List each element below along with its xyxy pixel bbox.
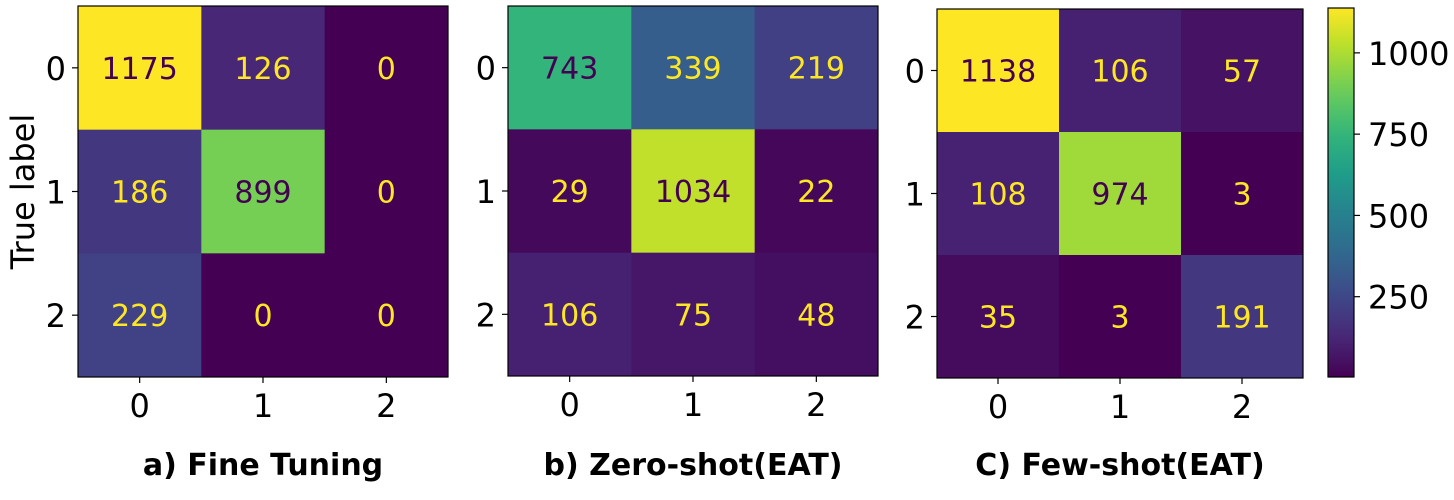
cell-value-label: 0: [377, 299, 396, 334]
cell-value-label: 1175: [101, 52, 177, 87]
panel-caption: C) Few-shot(EAT): [975, 448, 1264, 483]
cell-value-label: 108: [969, 178, 1026, 213]
x-tick-label: 0: [988, 388, 1008, 426]
matrix-cell: [324, 253, 449, 378]
y-tick-label: 0: [46, 50, 66, 88]
cell-value-label: 0: [253, 299, 272, 334]
x-tick-label: 2: [1232, 388, 1252, 426]
matrix-cell: [937, 255, 1060, 379]
matrix-cell: [324, 6, 449, 131]
matrix-cell: [508, 129, 632, 254]
confusion-matrix-panel-2: 743 339 219 29 1034 22 106 75 48 0 1 2 0 1 2 b) Zero-sh…: [476, 5, 879, 483]
matrix-cell: [937, 9, 1060, 133]
cell-value-label: 57: [1223, 55, 1261, 90]
cell-value-label: 191: [1213, 301, 1270, 336]
matrix-cell: [754, 6, 879, 130]
x-tick-label: 1: [683, 386, 703, 424]
cell-value-label: 29: [551, 175, 589, 210]
cell-value-label: 743: [541, 52, 598, 87]
matrix-cell: [1181, 255, 1304, 379]
panel-caption: a) Fine Tuning: [143, 448, 383, 483]
matrix-cell: [201, 6, 326, 131]
x-tick-label: 1: [1110, 388, 1130, 426]
cell-value-label: 974: [1091, 178, 1148, 213]
cell-value-label: 3: [1110, 301, 1129, 336]
x-tick-label: 0: [129, 387, 149, 425]
panel-caption: b) Zero-shot(EAT): [543, 448, 842, 483]
y-tick-label: 2: [905, 299, 925, 337]
confusion-matrix-panel-3: 1138 106 57 108 974 3 35 3 191 0 1 2 0 1 2 C) Few-shot(…: [905, 8, 1304, 483]
y-tick-label: 1: [46, 174, 66, 212]
matrix-cell: [754, 129, 879, 254]
y-tick-label: 1: [905, 176, 925, 214]
matrix-cell: [1181, 132, 1304, 256]
matrix-cell: [78, 253, 202, 378]
x-tick-label: 2: [376, 387, 396, 425]
matrix-cell: [754, 252, 879, 377]
matrix-cell: [324, 129, 449, 254]
cell-value-label: 0: [377, 52, 396, 87]
cell-value-label: 1138: [960, 55, 1036, 90]
colorbar-tick-label: 750: [1368, 116, 1429, 154]
matrix-cell: [1059, 132, 1182, 256]
cell-value-label: 106: [541, 298, 598, 333]
cell-value-label: 22: [797, 175, 835, 210]
x-tick-label: 2: [806, 386, 826, 424]
matrix-cell: [1059, 9, 1182, 133]
matrix-cell: [631, 129, 756, 254]
cell-value-label: 899: [234, 176, 291, 211]
matrix-cell: [78, 6, 202, 131]
cell-value-label: 126: [234, 52, 291, 87]
y-axis-title: True label: [4, 114, 42, 271]
x-tick-label: 0: [559, 386, 579, 424]
colorbar-tick-label: 250: [1368, 279, 1429, 317]
cell-value-label: 3: [1232, 178, 1251, 213]
cell-value-label: 1034: [655, 175, 731, 210]
matrix-cell: [508, 6, 632, 130]
y-tick-label: 2: [46, 297, 66, 335]
cell-value-label: 186: [111, 176, 168, 211]
colorbar-tick-label: 1000: [1368, 35, 1449, 73]
matrix-cell: [1059, 255, 1182, 379]
y-tick-label: 2: [476, 296, 496, 334]
cell-value-label: 35: [979, 301, 1017, 336]
matrix-cell: [508, 252, 632, 377]
matrix-cell: [201, 129, 326, 254]
matrix-cell: [937, 132, 1060, 256]
cell-value-label: 339: [664, 52, 721, 87]
colorbar-gradient-bar: [1327, 7, 1355, 378]
x-tick-label: 1: [253, 387, 273, 425]
colorbar: 250 500 750 1000: [1327, 7, 1449, 378]
matrix-cell: [631, 6, 756, 130]
y-tick-label: 0: [476, 50, 496, 88]
cell-value-label: 229: [111, 299, 168, 334]
cell-value-label: 106: [1091, 55, 1148, 90]
matrix-cell: [631, 252, 756, 377]
matrix-cell: [1181, 9, 1304, 133]
cell-value-label: 48: [797, 298, 835, 333]
colorbar-tick-label: 500: [1368, 197, 1429, 235]
matrix-cell: [78, 129, 202, 254]
cell-value-label: 219: [788, 52, 845, 87]
cell-value-label: 0: [377, 176, 396, 211]
matrix-cell: [201, 253, 326, 378]
y-tick-label: 1: [476, 173, 496, 211]
y-tick-label: 0: [905, 53, 925, 91]
cell-value-label: 75: [674, 298, 712, 333]
